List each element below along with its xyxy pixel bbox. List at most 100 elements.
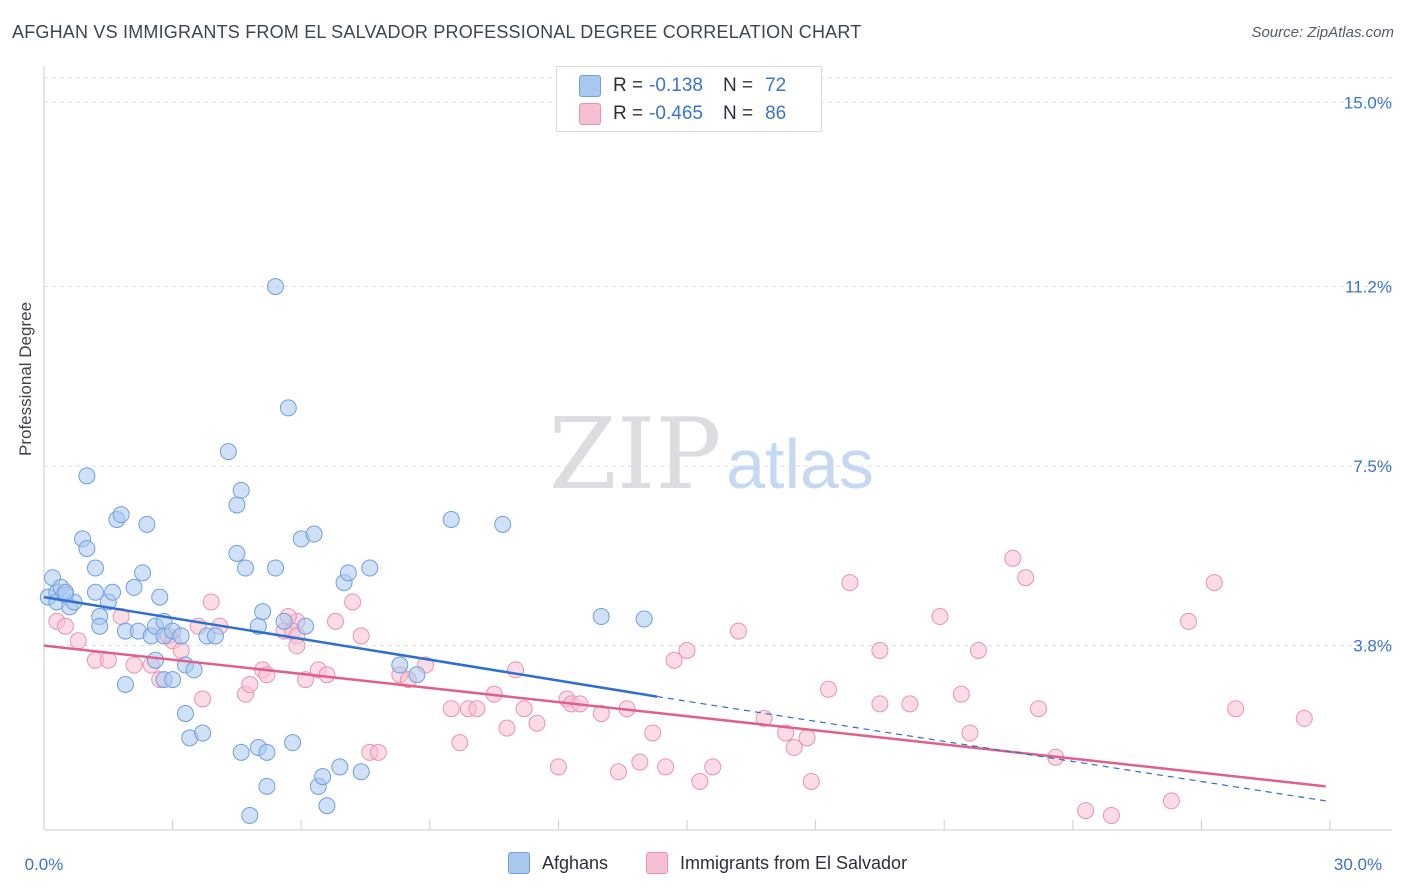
data-point-salvador	[515, 700, 533, 718]
data-point-afghans	[254, 603, 272, 621]
data-point-salvador	[344, 593, 362, 611]
data-point-afghans	[284, 734, 302, 752]
stats-legend: R = -0.138 N = 72 R = -0.465 N = 86	[556, 66, 822, 132]
data-point-salvador	[99, 651, 117, 669]
data-point-salvador	[451, 734, 469, 752]
data-point-salvador	[442, 700, 460, 718]
data-point-salvador	[498, 719, 516, 737]
bottom-legend-salvador[interactable]: Immigrants from El Salvador	[646, 852, 907, 874]
data-point-afghans	[232, 743, 250, 761]
data-point-salvador	[819, 680, 837, 698]
data-point-afghans	[228, 496, 246, 514]
data-point-afghans	[592, 608, 610, 626]
data-point-salvador	[644, 724, 662, 742]
data-point-salvador	[125, 656, 143, 674]
data-point-afghans	[78, 540, 96, 558]
data-point-salvador	[1004, 549, 1022, 567]
data-point-salvador	[777, 724, 795, 742]
legend-row-salvador: R = -0.465 N = 86	[579, 102, 786, 126]
data-point-salvador	[1205, 574, 1223, 592]
data-point-salvador	[871, 641, 889, 659]
tick-labels: 3.8% 7.5% 11.2% 15.0% 0.0% 30.0%	[25, 93, 1392, 874]
data-point-salvador	[352, 627, 370, 645]
legend-r-label: R =	[613, 103, 644, 124]
y-tick-label: 7.5%	[1353, 457, 1392, 476]
data-point-salvador	[194, 690, 212, 708]
data-point-afghans	[258, 777, 276, 795]
data-point-salvador	[172, 641, 190, 659]
data-point-afghans	[112, 506, 130, 524]
legend-row-afghans: R = -0.138 N = 72	[579, 74, 786, 98]
data-point-afghans	[228, 544, 246, 562]
data-point-salvador	[657, 758, 675, 776]
data-point-afghans	[241, 806, 259, 824]
data-point-afghans	[104, 583, 122, 601]
data-point-afghans	[314, 768, 332, 786]
data-point-afghans	[275, 612, 293, 630]
data-point-salvador	[468, 700, 486, 718]
y-axis-label: Professional Degree	[16, 301, 35, 456]
chart-title: AFGHAN VS IMMIGRANTS FROM EL SALVADOR PR…	[12, 22, 862, 42]
data-point-afghans	[232, 481, 250, 499]
data-point-salvador	[1077, 802, 1095, 820]
data-point-afghans	[352, 763, 370, 781]
watermark-atlas: atlas	[726, 425, 874, 503]
legend-n-label: N =	[722, 75, 754, 96]
data-point-afghans	[194, 724, 212, 742]
data-point-salvador	[802, 772, 820, 790]
trend-line-afghans	[43, 595, 658, 698]
trend-lines	[43, 595, 1326, 802]
data-point-afghans	[219, 443, 237, 461]
source-credit: Source: ZipAtlas.com	[1251, 24, 1394, 41]
data-point-salvador	[665, 651, 683, 669]
data-point-afghans	[442, 510, 460, 528]
legend-swatch-afghans	[579, 75, 601, 97]
legend-n-value-salvador: 86	[765, 103, 787, 124]
series-salvador-points	[48, 549, 1313, 824]
bottom-legend-afghans[interactable]: Afghans	[508, 852, 608, 874]
data-point-salvador	[871, 695, 889, 713]
data-point-afghans	[318, 797, 336, 815]
bottom-legend-label-afghans: Afghans	[542, 852, 609, 873]
data-point-salvador	[704, 758, 722, 776]
data-point-afghans	[236, 559, 254, 577]
legend-r-value-afghans: -0.138	[649, 75, 703, 96]
data-point-afghans	[151, 588, 169, 606]
data-point-salvador	[241, 675, 259, 693]
bottom-legend-label-salvador: Immigrants from El Salvador	[680, 852, 908, 873]
legend-n-label: N =	[722, 103, 754, 124]
data-point-salvador	[318, 666, 336, 684]
data-point-salvador	[1180, 612, 1198, 630]
bottom-legend-swatch-salvador	[646, 852, 668, 874]
data-point-afghans	[91, 617, 109, 635]
data-point-salvador	[528, 714, 546, 732]
data-point-salvador	[798, 729, 816, 747]
data-point-afghans	[266, 559, 284, 577]
legend-n-value-afghans: 72	[765, 75, 787, 96]
x-tick-label: 0.0%	[25, 855, 64, 874]
data-point-salvador	[901, 695, 919, 713]
data-point-afghans	[258, 743, 276, 761]
data-point-afghans	[164, 671, 182, 689]
data-point-afghans	[78, 467, 96, 485]
data-point-salvador	[961, 724, 979, 742]
data-point-salvador	[1227, 700, 1245, 718]
legend-swatch-salvador	[579, 103, 601, 125]
data-point-salvador	[1102, 806, 1120, 824]
data-point-salvador	[729, 622, 747, 640]
data-point-afghans	[361, 559, 379, 577]
data-point-salvador	[56, 617, 74, 635]
data-point-afghans	[172, 627, 190, 645]
data-point-salvador	[691, 772, 709, 790]
data-point-afghans	[279, 399, 297, 417]
data-point-salvador	[1162, 792, 1180, 810]
data-point-salvador	[1030, 700, 1048, 718]
data-point-afghans	[138, 515, 156, 533]
data-point-salvador	[969, 641, 987, 659]
data-point-salvador	[202, 593, 220, 611]
data-point-salvador	[1017, 569, 1035, 587]
data-point-salvador	[631, 753, 649, 771]
bottom-legend-swatch-afghans	[508, 852, 530, 874]
legend-r-value-salvador: -0.465	[649, 103, 703, 124]
axes	[43, 66, 1392, 831]
